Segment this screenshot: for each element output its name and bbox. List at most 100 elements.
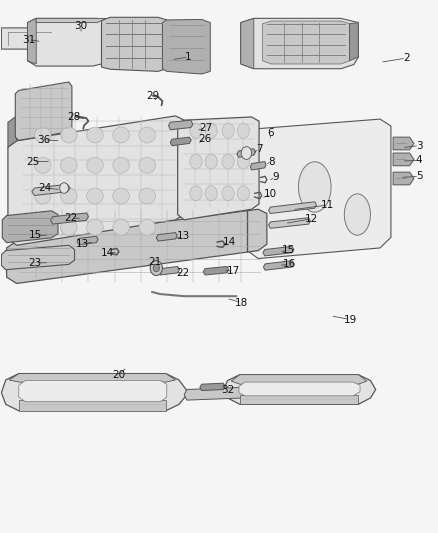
Polygon shape xyxy=(237,149,255,157)
Polygon shape xyxy=(1,245,74,270)
Text: 28: 28 xyxy=(67,112,80,122)
Text: 14: 14 xyxy=(101,248,114,259)
Polygon shape xyxy=(9,374,176,382)
Ellipse shape xyxy=(35,127,51,143)
Text: 15: 15 xyxy=(282,245,295,255)
Text: 19: 19 xyxy=(344,314,357,325)
Ellipse shape xyxy=(113,127,129,143)
Ellipse shape xyxy=(205,186,217,201)
Text: 8: 8 xyxy=(268,157,275,166)
Ellipse shape xyxy=(87,219,103,235)
Text: 1: 1 xyxy=(185,52,192,62)
Ellipse shape xyxy=(237,123,250,138)
Ellipse shape xyxy=(113,157,129,173)
Ellipse shape xyxy=(190,154,202,169)
Text: 16: 16 xyxy=(283,260,296,269)
Ellipse shape xyxy=(237,186,250,201)
Text: 32: 32 xyxy=(222,385,235,395)
Polygon shape xyxy=(223,375,376,405)
Ellipse shape xyxy=(190,123,202,138)
Polygon shape xyxy=(19,381,167,402)
Text: 13: 13 xyxy=(177,231,190,241)
Circle shape xyxy=(150,261,162,276)
Ellipse shape xyxy=(237,154,250,169)
Polygon shape xyxy=(251,161,266,170)
Ellipse shape xyxy=(87,127,103,143)
Ellipse shape xyxy=(222,123,234,138)
Polygon shape xyxy=(1,374,188,411)
Ellipse shape xyxy=(298,162,331,212)
Text: 9: 9 xyxy=(272,172,279,182)
Polygon shape xyxy=(28,18,106,66)
Text: 24: 24 xyxy=(38,183,51,193)
Polygon shape xyxy=(247,119,391,259)
Text: 5: 5 xyxy=(416,172,423,181)
Polygon shape xyxy=(203,266,229,275)
Polygon shape xyxy=(239,382,360,396)
Polygon shape xyxy=(393,137,414,150)
Text: 29: 29 xyxy=(146,91,159,101)
Text: 21: 21 xyxy=(148,257,162,266)
Polygon shape xyxy=(170,137,191,146)
Ellipse shape xyxy=(113,188,129,204)
Polygon shape xyxy=(15,82,72,140)
Ellipse shape xyxy=(139,219,155,235)
Ellipse shape xyxy=(139,188,155,204)
Polygon shape xyxy=(350,22,358,61)
Text: 20: 20 xyxy=(112,370,125,379)
Polygon shape xyxy=(169,120,193,130)
Text: 14: 14 xyxy=(223,237,236,247)
Polygon shape xyxy=(8,116,17,147)
Polygon shape xyxy=(240,395,358,405)
Ellipse shape xyxy=(60,127,77,143)
Polygon shape xyxy=(262,21,350,64)
Ellipse shape xyxy=(87,157,103,173)
Polygon shape xyxy=(36,18,106,22)
Circle shape xyxy=(153,264,159,272)
Text: 12: 12 xyxy=(305,214,318,224)
Polygon shape xyxy=(50,213,88,224)
Polygon shape xyxy=(159,266,180,275)
Text: 2: 2 xyxy=(403,53,410,63)
Polygon shape xyxy=(268,217,311,228)
Ellipse shape xyxy=(35,219,51,235)
Ellipse shape xyxy=(222,186,234,201)
Text: 22: 22 xyxy=(64,213,77,223)
Text: 6: 6 xyxy=(267,128,274,138)
Text: 36: 36 xyxy=(37,135,51,145)
Ellipse shape xyxy=(60,219,77,235)
Ellipse shape xyxy=(35,157,51,173)
Polygon shape xyxy=(156,232,177,241)
Ellipse shape xyxy=(60,157,77,173)
Polygon shape xyxy=(102,17,167,71)
Polygon shape xyxy=(178,117,259,220)
Ellipse shape xyxy=(205,154,217,169)
Text: 26: 26 xyxy=(198,134,212,144)
Polygon shape xyxy=(28,18,36,64)
Text: 7: 7 xyxy=(256,144,262,154)
Polygon shape xyxy=(32,184,70,196)
Polygon shape xyxy=(2,211,58,243)
Polygon shape xyxy=(162,19,210,74)
Ellipse shape xyxy=(205,123,217,138)
Ellipse shape xyxy=(190,186,202,201)
Polygon shape xyxy=(268,202,317,214)
Polygon shape xyxy=(231,375,367,384)
Text: 30: 30 xyxy=(74,21,88,31)
Text: 25: 25 xyxy=(27,157,40,166)
Text: 13: 13 xyxy=(76,239,89,249)
Polygon shape xyxy=(77,236,98,245)
Text: 27: 27 xyxy=(199,123,212,133)
Text: 10: 10 xyxy=(264,189,277,199)
Ellipse shape xyxy=(87,188,103,204)
Ellipse shape xyxy=(139,157,155,173)
Text: 18: 18 xyxy=(235,297,248,308)
Polygon shape xyxy=(1,28,58,49)
Polygon shape xyxy=(8,116,184,245)
Polygon shape xyxy=(241,18,254,69)
Polygon shape xyxy=(184,387,245,400)
Circle shape xyxy=(60,183,68,193)
Ellipse shape xyxy=(139,127,155,143)
Text: 11: 11 xyxy=(321,200,335,210)
Ellipse shape xyxy=(60,188,77,204)
